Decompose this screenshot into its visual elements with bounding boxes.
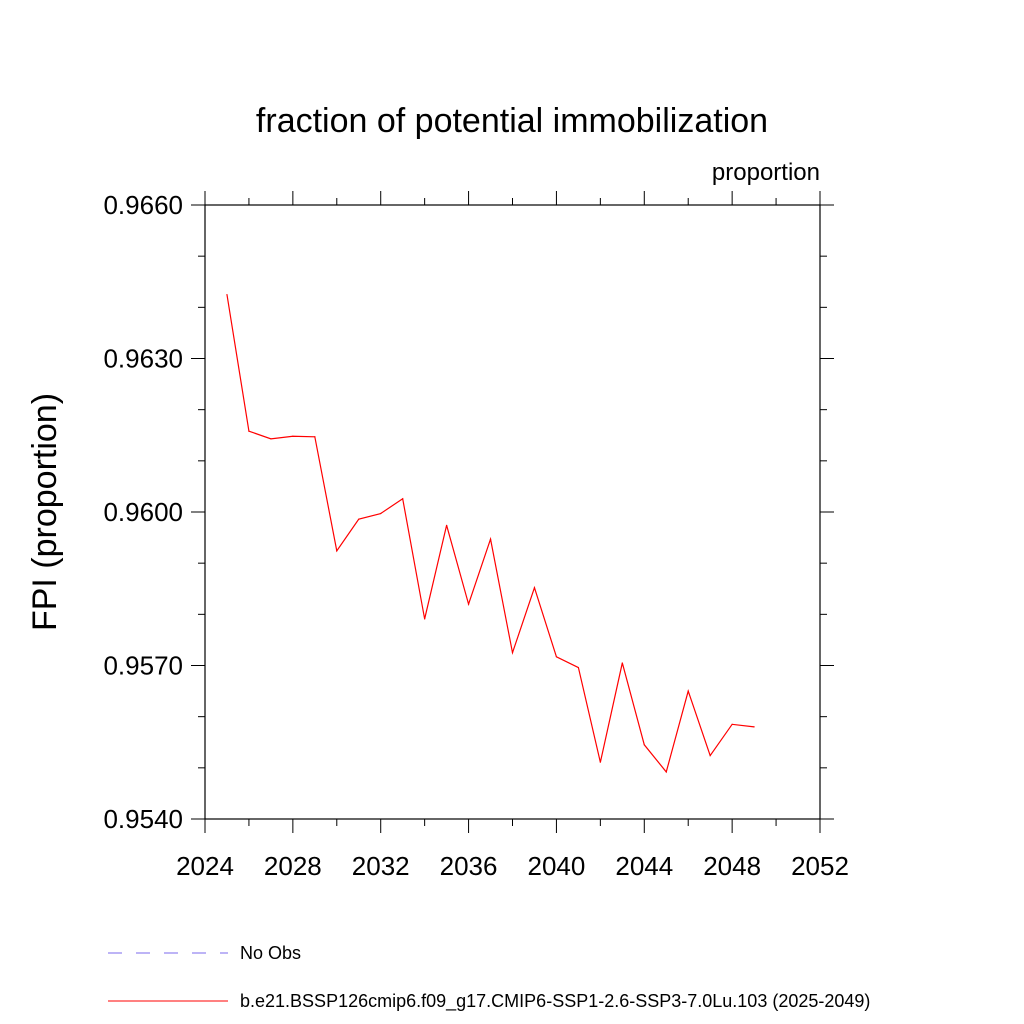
plot-frame <box>204 204 821 820</box>
x-tick-label: 2052 <box>791 851 849 881</box>
chart-title: fraction of potential immobilization <box>256 102 768 140</box>
axis-ticks <box>191 191 834 833</box>
data-point <box>292 435 294 437</box>
data-point <box>665 771 667 773</box>
y-axis-label: FPI (proportion) <box>26 393 64 631</box>
units-label: proportion <box>712 159 820 186</box>
y-tick-label: 0.9540 <box>103 804 183 834</box>
y-tick-label: 0.9600 <box>103 497 183 527</box>
data-point <box>402 498 404 500</box>
data-point <box>753 726 755 728</box>
data-point <box>226 293 228 296</box>
y-tick-label: 0.9660 <box>103 190 183 220</box>
data-point <box>555 656 558 658</box>
data-point <box>489 538 492 540</box>
data-point <box>599 761 601 763</box>
x-tick-label: 2028 <box>264 851 322 881</box>
data-point <box>424 618 426 620</box>
y-tick-label: 0.9630 <box>103 344 183 374</box>
y-tick-label: 0.9570 <box>103 651 183 681</box>
data-point <box>358 518 360 520</box>
data-point <box>621 662 623 664</box>
data-point <box>577 666 579 669</box>
data-point <box>687 690 689 692</box>
legend-label: b.e21.BSSP126cmip6.f09_g17.CMIP6-SSP1-2.… <box>240 991 870 1012</box>
x-tick-label: 2044 <box>615 851 673 881</box>
data-point <box>270 438 272 440</box>
data-point <box>511 652 514 654</box>
x-tick-label: 2032 <box>352 851 410 881</box>
data-point <box>248 430 250 432</box>
legend-label: No Obs <box>240 943 301 963</box>
data-point <box>446 524 448 526</box>
x-tick-label: 2048 <box>703 851 761 881</box>
data-point <box>643 744 645 746</box>
data-point <box>709 754 711 757</box>
x-tick-label: 2024 <box>176 851 234 881</box>
data-point <box>336 550 338 552</box>
series-line <box>226 294 755 774</box>
series-lines <box>226 293 755 774</box>
data-point <box>731 723 733 725</box>
tick-labels: 2024 2028 2032 2036 2040 2044 2048 2052 0.9540 0.… <box>103 190 848 881</box>
x-tick-label: 2040 <box>528 851 586 881</box>
data-point <box>533 587 536 589</box>
data-point <box>467 603 470 605</box>
legend: No Obs b.e21.BSSP126cmip6.f09_g17.CMIP6-S… <box>108 943 870 1012</box>
x-tick-label: 2036 <box>440 851 498 881</box>
data-point <box>314 436 316 438</box>
data-point <box>380 512 382 515</box>
